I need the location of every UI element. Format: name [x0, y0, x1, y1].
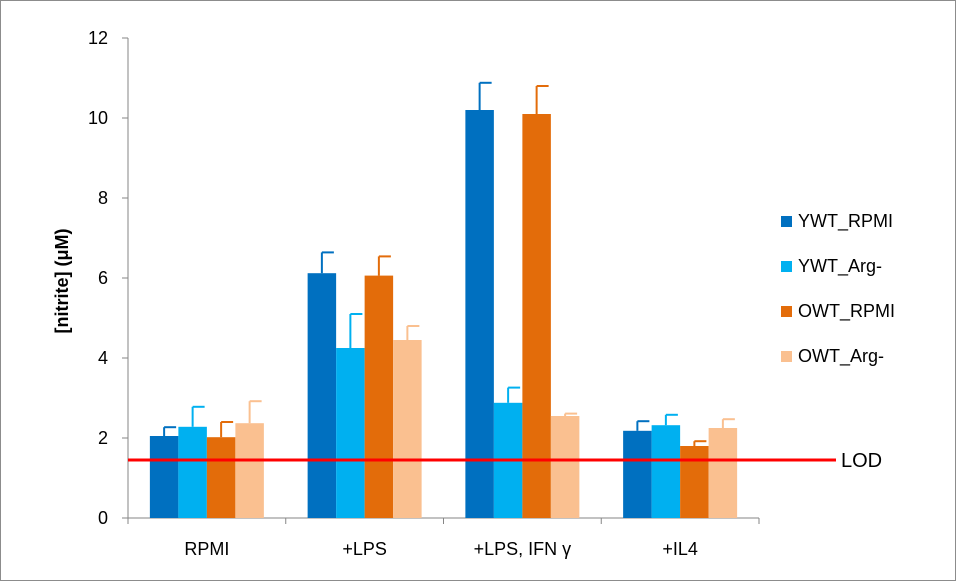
legend-swatch	[781, 261, 792, 272]
y-tick-label: 0	[98, 508, 108, 528]
x-category-label: RPMI	[184, 539, 229, 559]
legend-label: OWT_Arg-	[798, 346, 884, 367]
legend-swatch	[781, 306, 792, 317]
bar-ywt-rpmi-0	[149, 436, 179, 518]
bar-owt-rpmi-2	[522, 114, 551, 518]
y-tick-label: 12	[88, 28, 108, 48]
legend-label: YWT_RPMI	[798, 211, 893, 232]
bar-ywt-rpmi-1	[307, 273, 337, 518]
y-tick-label: 8	[98, 188, 108, 208]
y-tick-label: 4	[98, 348, 108, 368]
x-category-label: +LPS	[342, 539, 387, 559]
bar-owt-arg--0	[235, 423, 264, 518]
bar-owt-arg--1	[393, 340, 422, 518]
legend-swatch	[781, 216, 792, 227]
lod-reference: LOD	[128, 450, 882, 472]
chart-bars	[149, 110, 738, 518]
bar-ywt-arg--3	[651, 425, 681, 518]
legend-swatch	[781, 351, 792, 362]
bar-ywt-arg--0	[178, 426, 207, 518]
y-tick-label: 6	[98, 268, 108, 288]
y-axis-label: [nitrite] (μM)	[52, 229, 72, 334]
lod-label: LOD	[841, 450, 882, 472]
bar-ywt-rpmi-2	[465, 110, 494, 518]
x-category-label: +IL4	[662, 539, 698, 559]
chart-legend: YWT_RPMI YWT_Arg- OWT_RPMI OWT_Arg-	[781, 211, 895, 367]
bar-owt-rpmi-3	[680, 446, 709, 518]
bar-ywt-arg--1	[336, 348, 365, 518]
legend-label: YWT_Arg-	[798, 256, 882, 277]
y-tick-label: 2	[98, 428, 108, 448]
bar-owt-rpmi-0	[206, 437, 236, 518]
y-tick-label: 10	[88, 108, 108, 128]
bar-owt-arg--2	[550, 416, 580, 518]
x-category-label: +LPS, IFN γ	[474, 539, 572, 559]
error-bars	[163, 81, 735, 446]
legend-label: OWT_RPMI	[798, 301, 895, 322]
bar-owt-arg--3	[708, 428, 738, 518]
bar-owt-rpmi-1	[364, 275, 394, 518]
bar-ywt-rpmi-3	[623, 430, 652, 518]
